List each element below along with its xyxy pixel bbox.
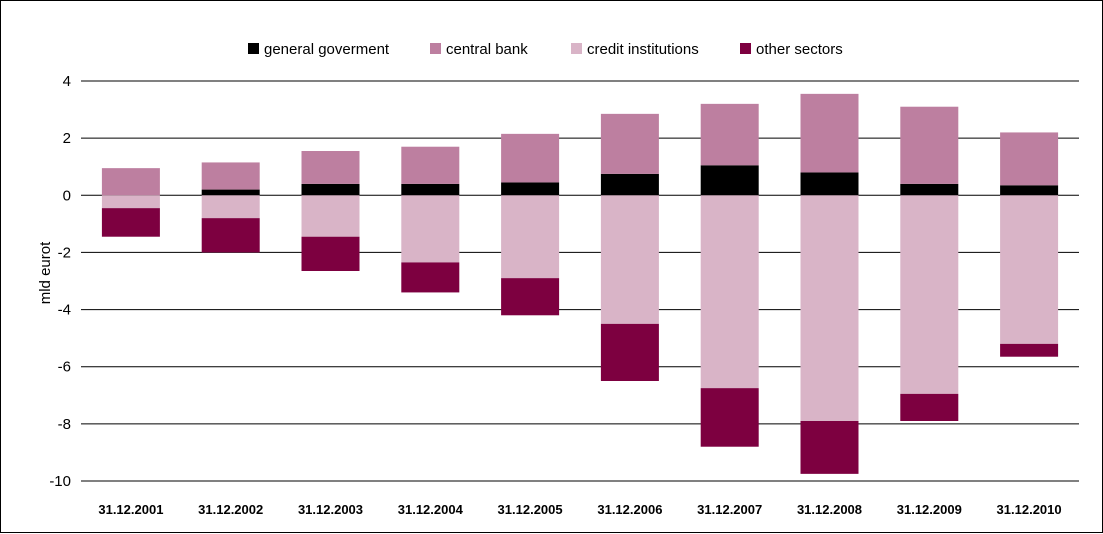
legend-label: credit institutions [587,41,699,58]
bar-credit-institutions-3 [301,195,360,237]
bar-credit-institutions-2 [201,195,260,219]
bar-general-goverment-7 [700,165,759,196]
bar-other-sectors-6 [600,323,659,381]
bar-general-goverment-9 [900,183,959,196]
bar-credit-institutions-5 [501,195,560,279]
x-category-label: 31.12.2002 [198,502,263,517]
legend-swatch [740,43,751,54]
x-category-label: 31.12.2010 [997,502,1062,517]
y-tick-label: -2 [58,244,71,261]
x-category-label: 31.12.2001 [98,502,163,517]
bar-other-sectors-9 [900,393,959,421]
bar-central-bank-2 [201,162,260,190]
x-category-label: 31.12.2005 [498,502,563,517]
x-category-label: 31.12.2004 [398,502,464,517]
bar-general-goverment-5 [501,182,560,196]
bars [101,93,1059,474]
bar-general-goverment-10 [1000,185,1059,196]
x-category-label: 31.12.2009 [897,502,962,517]
bar-other-sectors-8 [800,421,859,474]
y-tick-label: -10 [49,473,71,490]
legend-label: other sectors [756,41,843,58]
bar-credit-institutions-7 [700,195,759,389]
bar-central-bank-8 [800,93,859,173]
bar-central-bank-10 [1000,132,1059,186]
bar-other-sectors-7 [700,388,759,447]
bar-other-sectors-2 [201,218,260,253]
bar-central-bank-4 [401,146,460,184]
bar-central-bank-1 [101,168,160,196]
y-tick-label: -8 [58,416,71,433]
y-tick-label: 2 [63,130,71,147]
bar-credit-institutions-9 [900,195,959,394]
y-tick-label: -6 [58,359,71,376]
legend-swatch [571,43,582,54]
legend-swatch [430,43,441,54]
bar-other-sectors-1 [101,208,160,237]
bar-other-sectors-4 [401,262,460,293]
bar-credit-institutions-6 [600,195,659,324]
bar-credit-institutions-4 [401,195,460,263]
x-category-label: 31.12.2008 [797,502,862,517]
bar-central-bank-3 [301,151,360,184]
x-category-labels: 31.12.2001 31.12.2002 31.12.2003 31.12.2004… [98,502,1061,517]
bar-general-goverment-4 [401,183,460,196]
y-tick-label: 4 [63,73,71,90]
bar-other-sectors-10 [1000,343,1059,357]
y-tick-label: -4 [58,302,71,319]
bar-credit-institutions-1 [101,195,160,209]
legend-label: central bank [446,41,528,58]
y-axis-title: mld eurot [37,241,54,304]
bar-central-bank-7 [700,103,759,166]
y-tick-label: 0 [63,187,71,204]
bar-general-goverment-6 [600,173,659,196]
x-category-label: 31.12.2007 [697,502,762,517]
bar-central-bank-6 [600,113,659,174]
bar-credit-institutions-8 [800,195,859,421]
bar-general-goverment-3 [301,183,360,196]
x-category-label: 31.12.2006 [597,502,662,517]
bar-other-sectors-5 [501,278,560,316]
bar-other-sectors-3 [301,236,360,271]
bar-general-goverment-2 [201,189,260,196]
y-tick-labels: 4 2 0 -2 -4 -6 -8 -10 [49,73,71,490]
x-category-label: 31.12.2003 [298,502,363,517]
legend-label: general goverment [264,41,390,58]
legend-swatch [248,43,259,54]
bar-credit-institutions-10 [1000,195,1059,344]
bar-central-bank-9 [900,106,959,184]
legend: general goverment central bank credit inst… [248,41,843,58]
bar-general-goverment-8 [800,172,859,196]
bar-central-bank-5 [501,133,560,183]
